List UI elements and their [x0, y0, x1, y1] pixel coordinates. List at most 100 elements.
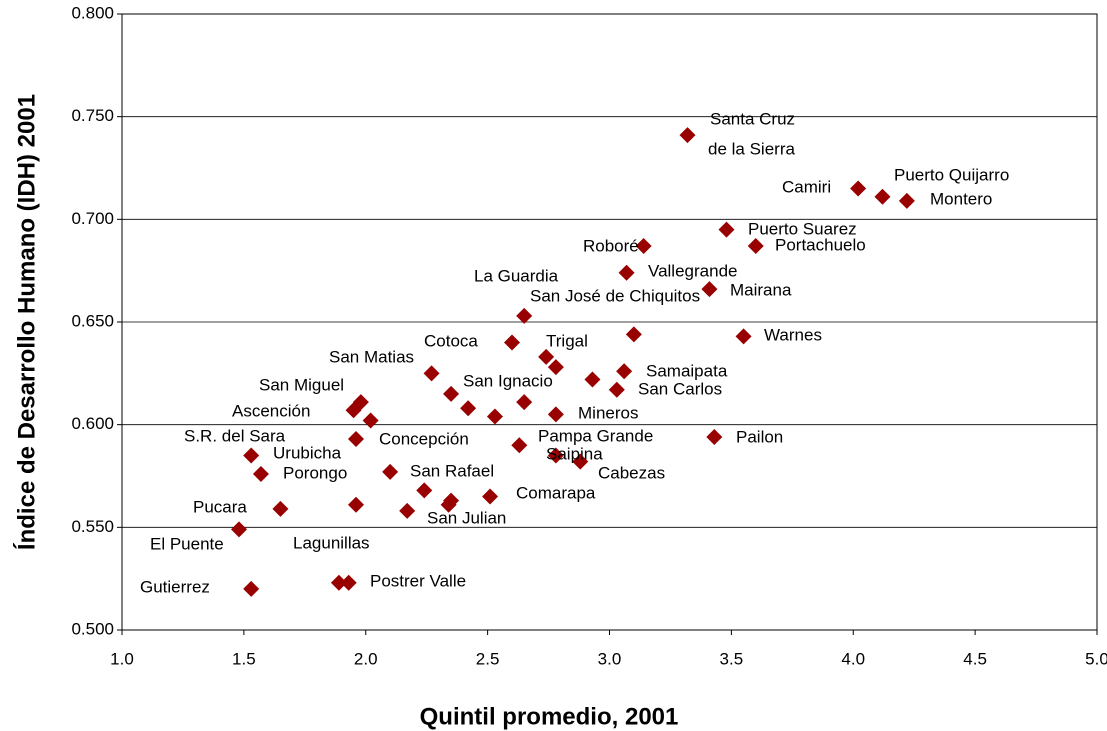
point-label: San Julian — [427, 508, 506, 527]
point-label: Urubicha — [273, 443, 342, 462]
point-label: Postrer Valle — [370, 571, 466, 590]
point — [231, 521, 247, 538]
point — [443, 385, 460, 402]
point — [706, 428, 723, 445]
point — [345, 402, 362, 419]
y-tick-label: 0.650 — [71, 311, 114, 330]
point-label: San Ignacio — [463, 371, 553, 390]
point — [482, 488, 499, 505]
point-label: Santa Cruz — [710, 109, 795, 128]
x-tick-label: 2.0 — [354, 649, 378, 668]
point — [608, 381, 625, 398]
point-label: San Carlos — [638, 379, 722, 398]
point — [547, 359, 564, 376]
point-label: Comarapa — [516, 483, 596, 502]
point — [399, 502, 416, 519]
point — [516, 307, 533, 324]
point-label: San Matias — [329, 347, 414, 366]
point — [243, 580, 260, 597]
point — [572, 453, 589, 470]
x-tick-label: 3.5 — [720, 649, 744, 668]
point — [460, 400, 477, 417]
point — [348, 496, 364, 513]
point — [362, 412, 379, 429]
point — [516, 394, 533, 411]
point-label: Lagunillas — [293, 533, 370, 552]
point — [850, 180, 867, 197]
point — [486, 408, 503, 425]
x-tick-label: 2.5 — [476, 649, 500, 668]
point — [272, 500, 289, 517]
x-tick-label: 1.5 — [232, 649, 256, 668]
point-label: Warnes — [764, 325, 822, 344]
point-label: Saipina — [546, 444, 603, 463]
point-label: Cotoca — [424, 331, 478, 350]
point-label: Vallegrande — [648, 261, 737, 280]
point-label: Montero — [930, 189, 992, 208]
point-label: Ascención — [232, 401, 310, 420]
plot-frame — [121, 13, 1098, 631]
x-tick-label: 4.5 — [963, 649, 987, 668]
point — [735, 328, 752, 345]
point — [635, 238, 652, 255]
point-label: Samaipata — [646, 361, 728, 380]
point-label: Roboré — [583, 236, 639, 255]
point — [348, 431, 364, 448]
point — [423, 365, 440, 382]
point — [504, 334, 520, 351]
x-axis-title: Quintil promedio, 2001 — [420, 703, 679, 730]
point — [701, 281, 718, 298]
y-tick-label: 0.600 — [71, 414, 114, 433]
point-label: Pampa Grande — [538, 426, 653, 445]
point-label: de la Sierra — [708, 139, 795, 158]
y-tick-label: 0.700 — [71, 209, 114, 228]
y-tick-label: 0.750 — [71, 106, 114, 125]
point — [340, 574, 357, 591]
point-label: Trigal — [546, 331, 588, 350]
point-label: San Rafael — [410, 461, 494, 480]
point-label: S.R. del Sara — [184, 426, 286, 445]
point — [898, 192, 915, 209]
x-tick-label: 3.0 — [598, 649, 622, 668]
point — [718, 221, 735, 238]
point — [747, 238, 764, 255]
x-tick-label: 1.0 — [110, 649, 134, 668]
point — [243, 447, 260, 464]
point — [547, 406, 564, 423]
point — [538, 348, 555, 365]
point-label: Concepción — [379, 429, 469, 448]
point — [874, 188, 891, 205]
point — [440, 496, 457, 513]
point-label: Porongo — [283, 463, 347, 482]
point-label: El Puente — [150, 534, 224, 553]
point-label: Puerto Quijarro — [894, 165, 1009, 184]
point-label: San Miguel — [259, 375, 344, 394]
point-label: Puerto Suarez — [748, 219, 857, 238]
point-label: Gutierrez — [140, 577, 210, 596]
point-label: Mineros — [578, 403, 638, 422]
y-axis-title: Índice de Desarrollo Humano (IDH) 2001 — [12, 94, 40, 550]
point — [547, 447, 564, 464]
x-tick-label: 5.0 — [1085, 649, 1107, 668]
point-label: Pailon — [736, 427, 783, 446]
point — [584, 371, 601, 388]
point-label: Camiri — [782, 177, 831, 196]
y-tick-label: 0.550 — [71, 517, 114, 536]
point — [252, 465, 269, 482]
point-label: La Guardia — [474, 266, 559, 285]
point-label: Mairana — [730, 280, 792, 299]
point — [625, 326, 642, 343]
y-tick-label: 0.800 — [71, 3, 114, 22]
point — [679, 127, 696, 144]
point — [416, 482, 433, 499]
x-tick-label: 4.0 — [841, 649, 865, 668]
point-label: Cabezas — [598, 463, 665, 482]
point — [330, 574, 347, 591]
y-tick-label: 0.500 — [71, 619, 114, 638]
point-label: Portachuelo — [775, 235, 866, 254]
point — [382, 463, 399, 480]
point — [511, 437, 528, 454]
point-label: San José de Chiquitos — [530, 286, 700, 305]
point-label: Pucara — [193, 497, 247, 516]
point — [618, 264, 635, 281]
